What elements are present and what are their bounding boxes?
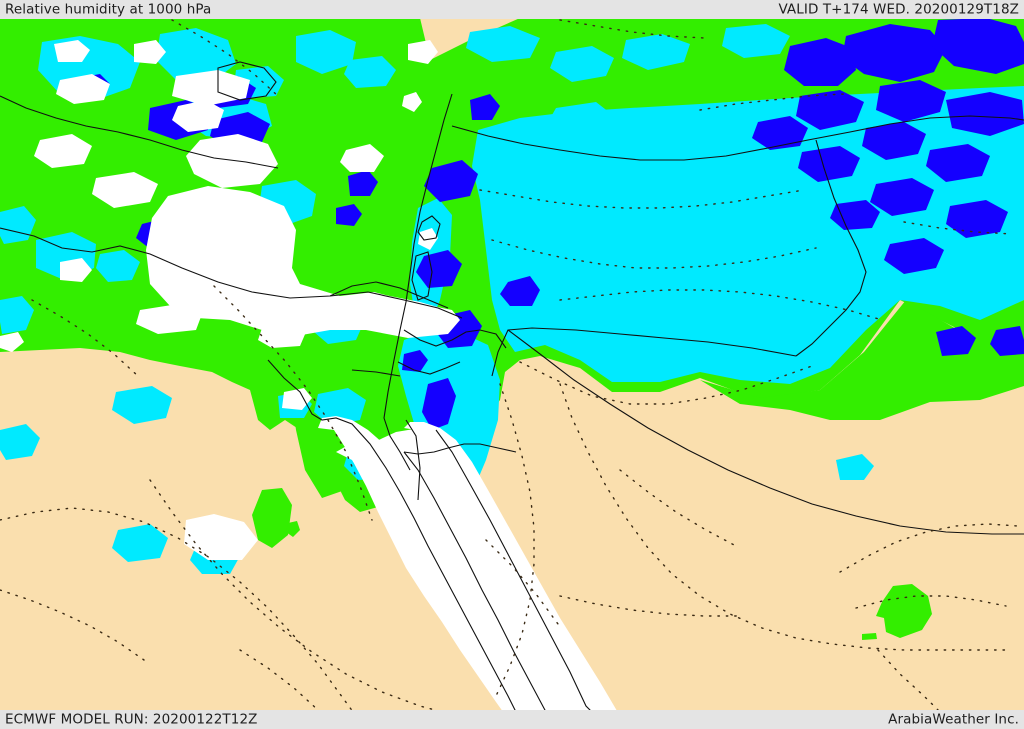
coastline-layer [0,61,1024,717]
valid-time-label: VALID T+174 WED. 20200129T18Z [778,1,1019,17]
sea-layer [0,40,620,716]
footer-bar: ECMWF MODEL RUN: 20200122T12Z ArabiaWeat… [0,710,1024,729]
model-run-label: ECMWF MODEL RUN: 20200122T12Z [5,711,258,727]
provider-credit: ArabiaWeather Inc. [888,711,1019,727]
dotted-border-layer [0,19,1019,717]
map-title: Relative humidity at 1000 hPa [5,1,212,17]
header-bar: Relative humidity at 1000 hPa VALID T+17… [0,0,1024,19]
